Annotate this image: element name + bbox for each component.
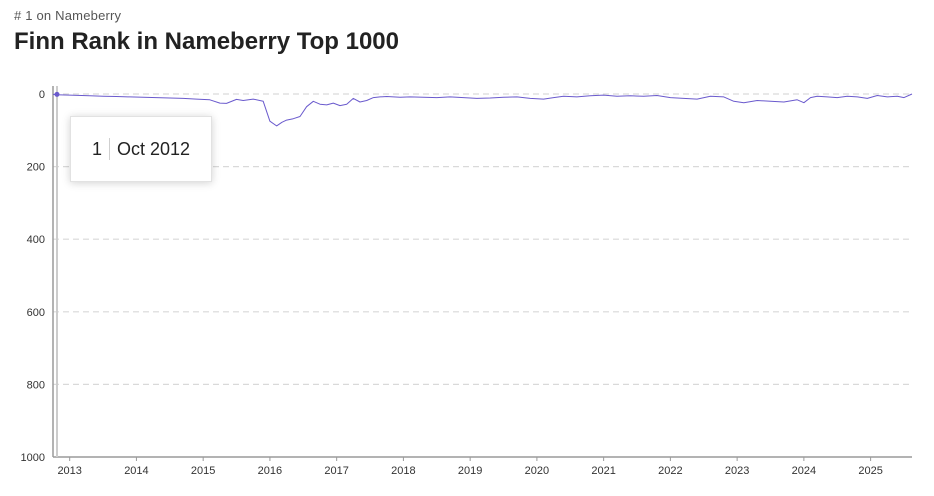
x-tick-label-2018: 2018 <box>391 465 415 477</box>
x-axis-ticks: 2013 2014 2015 2016 2017 2018 2019 2020 2021 2022… <box>57 457 883 477</box>
series-group <box>52 91 913 127</box>
x-tick-label-2023: 2023 <box>725 465 749 477</box>
x-tick-label-2017: 2017 <box>324 465 348 477</box>
x-tick-label-2022: 2022 <box>658 465 682 477</box>
y-tick-label-200: 200 <box>27 162 45 174</box>
x-tick-label-2014: 2014 <box>124 465 148 477</box>
rank-eyebrow: # 1 on Nameberry <box>14 8 122 23</box>
hover-point <box>54 91 60 97</box>
series-line <box>52 93 913 127</box>
y-tick-label-400: 400 <box>27 234 45 246</box>
x-tick-label-2021: 2021 <box>591 465 615 477</box>
tooltip-rank: 1 <box>91 138 102 159</box>
x-tick-label-2016: 2016 <box>258 465 282 477</box>
x-tick-label-2015: 2015 <box>191 465 215 477</box>
x-tick-label-2013: 2013 <box>57 465 81 477</box>
y-tick-label-600: 600 <box>27 307 45 319</box>
x-tick-label-2020: 2020 <box>525 465 549 477</box>
x-tick-label-2025: 2025 <box>858 465 882 477</box>
hover-tooltip: 1 Oct 2012 <box>70 116 212 182</box>
x-tick-label-2019: 2019 <box>458 465 482 477</box>
y-tick-label-1000: 1000 <box>21 452 45 464</box>
y-tick-label-0: 0 <box>39 89 45 101</box>
x-tick-label-2024: 2024 <box>792 465 816 477</box>
tooltip-separator <box>108 138 110 160</box>
y-axis-ticks: 0 200 400 600 800 1000 <box>21 89 45 464</box>
tooltip-date: Oct 2012 <box>116 138 191 159</box>
chart-title: Finn Rank in Nameberry Top 1000 <box>14 28 399 55</box>
y-tick-label-800: 800 <box>27 379 45 391</box>
